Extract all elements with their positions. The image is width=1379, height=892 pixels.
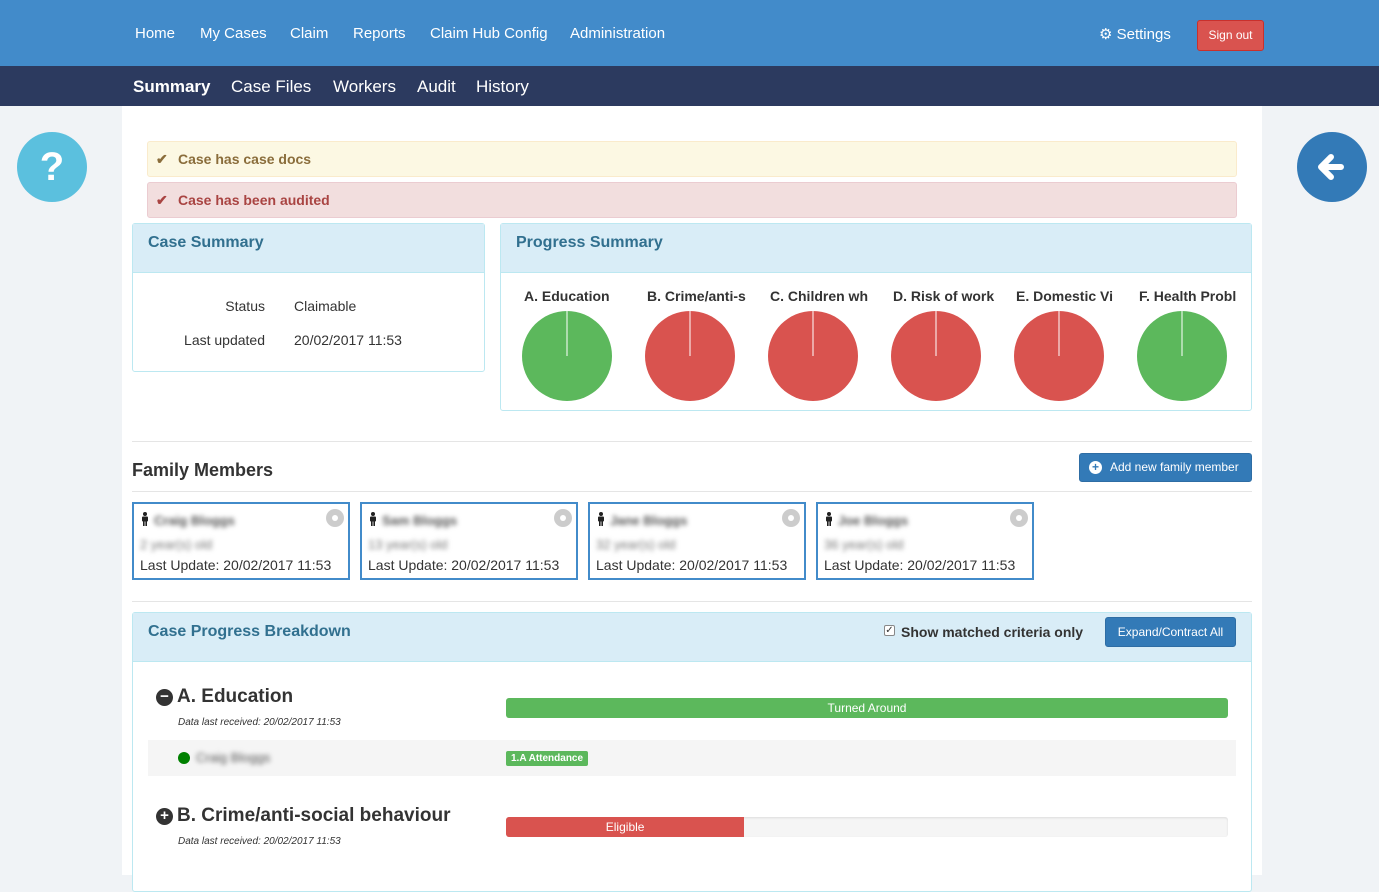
criterion-progress-fill: Eligible — [506, 817, 745, 837]
alert-case-docs-text: Case has case docs — [178, 151, 312, 167]
status-value: Claimable — [294, 298, 357, 314]
nav-reports[interactable]: Reports — [353, 25, 406, 42]
criterion-progress-bar: Turned Around — [506, 698, 1228, 718]
progress-item-label: B. Crime/anti-s — [647, 288, 746, 304]
criterion-date: Data last received: 20/02/2017 11:53 — [178, 717, 341, 728]
criterion-progress-fill: Turned Around — [506, 698, 1228, 718]
person-icon — [826, 512, 832, 526]
divider — [132, 441, 1252, 442]
member-last-update: Last Update: 20/02/2017 11:53 — [368, 557, 560, 573]
nav-home[interactable]: Home — [135, 25, 176, 42]
member-name: Craig Bloggs — [154, 513, 235, 528]
check-icon: ✔ — [156, 151, 168, 167]
progress-summary-title: Progress Summary — [501, 224, 1251, 273]
family-member-card[interactable]: Craig Bloggs 2 year(s) old Last Update: 20… — [132, 502, 350, 580]
progress-pie — [522, 311, 612, 401]
family-member-card[interactable]: Joe Bloggs 36 year(s) old Last Update: 20/… — [816, 502, 1034, 580]
add-family-member-button[interactable]: + Add new family member — [1079, 453, 1252, 482]
nav-administration[interactable]: Administration — [570, 25, 666, 42]
progress-pie — [1137, 311, 1227, 401]
progress-pie — [891, 311, 981, 401]
progress-item-label: E. Domestic Vi — [1016, 288, 1114, 304]
person-icon — [370, 512, 376, 526]
status-dot-icon — [178, 752, 190, 764]
breakdown-title: Case Progress Breakdown — [133, 613, 1251, 662]
criteria-badge: 1.A Attendance — [506, 751, 589, 766]
member-age: 13 year(s) old — [368, 537, 448, 552]
top-navbar: Home My Cases Claim Reports Claim Hub Co… — [0, 0, 1379, 66]
progress-pie — [768, 311, 858, 401]
nav-claim[interactable]: Claim — [290, 25, 329, 42]
member-last-update: Last Update: 20/02/2017 11:53 — [596, 557, 788, 573]
gear-icon[interactable] — [782, 509, 800, 527]
plus-circle-icon: + — [1089, 461, 1102, 474]
case-subnav: Summary Case Files Workers Audit History — [0, 66, 1379, 106]
add-family-member-label: Add new family member — [1110, 460, 1239, 474]
gears-icon: ⚙ — [1099, 26, 1113, 43]
member-age: 32 year(s) old — [596, 537, 676, 552]
member-name: Jane Bloggs — [610, 513, 688, 528]
criterion-title[interactable]: B. Crime/anti-social behaviour — [177, 805, 451, 826]
back-button[interactable] — [1297, 132, 1367, 202]
criterion-member-row: Craig Bloggs 1.A Attendance — [148, 740, 1236, 776]
progress-pie — [1014, 311, 1104, 401]
member-age: 2 year(s) old — [140, 537, 213, 552]
expand-contract-all-button[interactable]: Expand/Contract All — [1105, 617, 1236, 647]
sign-out-button[interactable]: Sign out — [1197, 20, 1264, 51]
progress-item-label: A. Education — [524, 288, 610, 304]
settings-link[interactable]: ⚙ Settings — [1099, 25, 1171, 43]
tab-case-files[interactable]: Case Files — [231, 77, 312, 96]
divider — [132, 601, 1252, 602]
progress-summary-panel: Progress Summary A. Education B. Crime/an… — [500, 223, 1252, 411]
member-last-update: Last Update: 20/02/2017 11:53 — [824, 557, 1016, 573]
family-member-card[interactable]: Sam Bloggs 13 year(s) old Last Update: 20/… — [360, 502, 578, 580]
question-icon: ? — [39, 145, 65, 189]
nav-my-cases[interactable]: My Cases — [200, 25, 267, 42]
progress-item-label: D. Risk of work — [893, 288, 995, 304]
criterion-date: Data last received: 20/02/2017 11:53 — [178, 836, 341, 847]
criterion-title[interactable]: A. Education — [177, 686, 294, 707]
member-name: Joe Bloggs — [838, 513, 909, 528]
progress-item-label: C. Children wh — [770, 288, 868, 304]
nav-claim-hub-config[interactable]: Claim Hub Config — [430, 25, 548, 42]
show-matched-label: Show matched criteria only — [901, 624, 1084, 640]
arrow-left-icon — [1318, 154, 1344, 180]
show-matched-checkbox[interactable]: ✓ — [884, 625, 895, 636]
progress-item-label: F. Health Probl — [1139, 288, 1237, 304]
member-last-update: Last Update: 20/02/2017 11:53 — [140, 557, 332, 573]
gear-icon[interactable] — [554, 509, 572, 527]
family-member-card[interactable]: Jane Bloggs 32 year(s) old Last Update: 20… — [588, 502, 806, 580]
settings-label: Settings — [1116, 26, 1171, 43]
plus-circle-icon[interactable]: + — [156, 808, 173, 825]
alert-case-audited: ✔ Case has been audited — [147, 182, 1237, 218]
criterion-progress-bar: Eligible — [506, 817, 1228, 837]
person-icon — [598, 512, 604, 526]
alert-case-audited-text: Case has been audited — [178, 192, 330, 208]
last-updated-label: Last updated — [184, 332, 265, 348]
member-name: Craig Bloggs — [196, 750, 271, 765]
member-name: Sam Bloggs — [382, 513, 458, 528]
progress-pie — [645, 311, 735, 401]
family-members-title: Family Members — [132, 460, 274, 480]
member-age: 36 year(s) old — [824, 537, 904, 552]
status-label: Status — [225, 298, 265, 314]
gear-icon[interactable] — [326, 509, 344, 527]
minus-circle-icon[interactable]: − — [156, 689, 173, 706]
divider — [132, 491, 1252, 492]
alert-case-docs: ✔ Case has case docs — [147, 141, 1237, 177]
check-icon: ✔ — [156, 192, 168, 208]
tab-history[interactable]: History — [476, 77, 529, 96]
case-summary-panel: Case Summary Status Claimable Last updat… — [132, 223, 485, 372]
gear-icon[interactable] — [1010, 509, 1028, 527]
help-button[interactable]: ? — [17, 132, 87, 202]
tab-summary[interactable]: Summary — [133, 77, 211, 96]
last-updated-value: 20/02/2017 11:53 — [294, 332, 402, 348]
case-summary-title: Case Summary — [133, 224, 484, 273]
tab-workers[interactable]: Workers — [333, 77, 396, 96]
tab-audit[interactable]: Audit — [417, 77, 456, 96]
person-icon — [142, 512, 148, 526]
